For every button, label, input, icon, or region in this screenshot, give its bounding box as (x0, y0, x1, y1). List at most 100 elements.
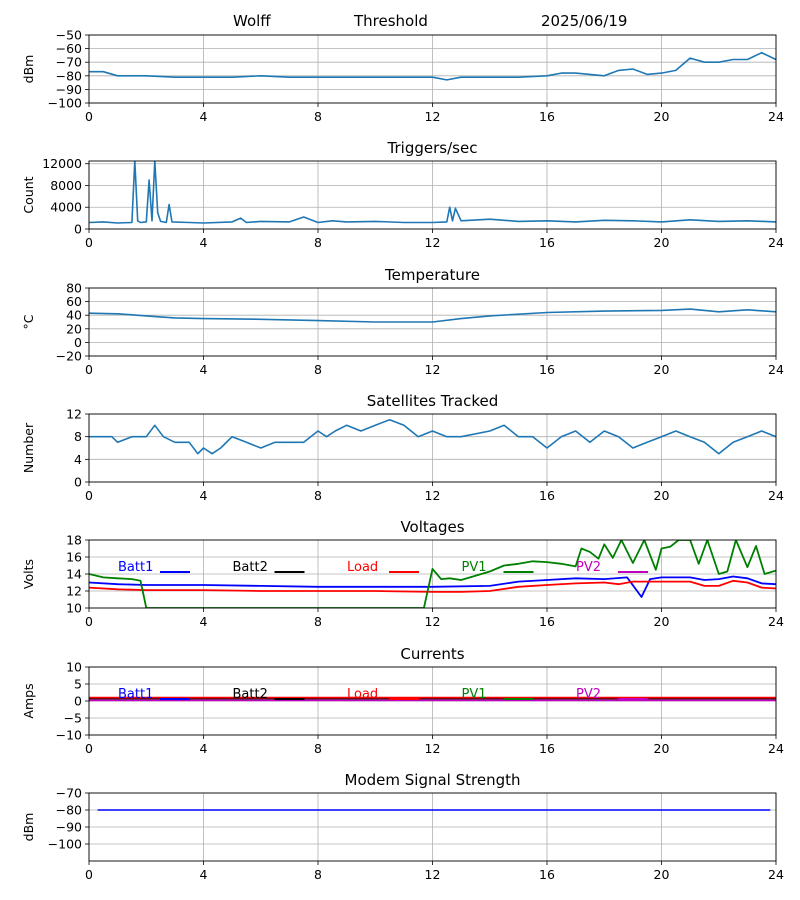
y-tick-label: 14 (66, 567, 82, 582)
x-tick-label: 8 (314, 488, 322, 503)
legend-label: PV2 (576, 560, 601, 575)
chart-panel-4: 0 4 8 12 16 20 24 0 4 8 12 Satellites Tracked Number (21, 392, 784, 503)
chart-title: Satellites Tracked (367, 392, 498, 410)
chart-panel-1: 0 4 8 12 16 20 24 −50−60−70−80−90−100 dBm (21, 28, 784, 125)
y-tick-label: −90 (56, 820, 82, 835)
x-tick-label: 16 (539, 488, 555, 503)
x-tick-label: 12 (425, 488, 441, 503)
legend-label: Batt2 (233, 687, 268, 702)
y-tick-label: −90 (56, 82, 82, 97)
x-tick-label: 4 (200, 235, 208, 250)
y-tick-label: 0 (74, 335, 82, 350)
y-axis-label: Count (21, 176, 36, 213)
y-tick-label: −70 (56, 786, 82, 801)
x-tick-label: 24 (768, 488, 784, 503)
x-tick-label: 0 (85, 109, 93, 124)
legend-label: Batt2 (233, 560, 268, 575)
chart-panel-2: 0 4 8 12 16 20 24 0 4000 8000 12000 Triggers/sec Cou… (21, 139, 784, 250)
x-tick-label: 20 (654, 235, 670, 250)
y-tick-label: −20 (56, 349, 82, 364)
y-tick-label: 80 (66, 281, 82, 296)
y-tick-label: 0 (74, 475, 82, 490)
chart-title: Triggers/sec (387, 139, 478, 157)
x-tick-label: 20 (654, 867, 670, 882)
x-tick-label: 16 (539, 109, 555, 124)
x-tick-label: 20 (654, 741, 670, 756)
x-tick-label: 20 (654, 488, 670, 503)
x-tick-label: 4 (200, 614, 208, 629)
x-tick-label: 16 (539, 235, 555, 250)
series-line (89, 418, 776, 455)
y-axis-label: dBm (21, 813, 36, 842)
legend-label: Batt1 (118, 560, 153, 575)
x-tick-label: 4 (200, 867, 208, 882)
y-tick-label: −100 (48, 837, 82, 852)
x-tick-label: 24 (768, 614, 784, 629)
chart-panel-5: 0 4 8 12 16 20 24 10 12 14 16 18 Voltages Volts Batt1 B… (21, 518, 784, 629)
x-tick-label: 0 (85, 235, 93, 250)
y-tick-label: 0 (74, 694, 82, 709)
legend-label: Load (347, 687, 378, 702)
y-tick-label: 12 (66, 407, 82, 422)
x-tick-label: 24 (768, 109, 784, 124)
series-line-pv1 (89, 540, 776, 608)
x-tick-label: 8 (314, 362, 322, 377)
y-tick-label: 40 (66, 308, 82, 323)
y-tick-label: 20 (66, 321, 82, 336)
x-tick-label: 4 (200, 109, 208, 124)
x-tick-label: 0 (85, 614, 93, 629)
y-tick-label: 0 (74, 222, 82, 237)
y-axis-label: Amps (21, 683, 36, 718)
y-tick-label: 10 (66, 660, 82, 675)
x-tick-label: 12 (425, 235, 441, 250)
x-tick-label: 24 (768, 867, 784, 882)
y-tick-label: 16 (66, 550, 82, 565)
y-tick-label: 18 (66, 533, 82, 548)
y-tick-label: 60 (66, 294, 82, 309)
y-tick-label: 8000 (50, 178, 82, 193)
x-tick-label: 16 (539, 867, 555, 882)
y-tick-label: −50 (56, 28, 82, 43)
chart-title: Temperature (384, 266, 480, 284)
series-line (89, 308, 776, 323)
x-tick-label: 20 (654, 109, 670, 124)
chart-title: Voltages (400, 518, 464, 536)
x-tick-label: 12 (425, 109, 441, 124)
y-tick-label: 8 (74, 429, 82, 444)
x-tick-label: 8 (314, 614, 322, 629)
x-tick-label: 20 (654, 362, 670, 377)
x-tick-label: 0 (85, 488, 93, 503)
y-tick-label: 12 (66, 584, 82, 599)
series-line (89, 51, 776, 81)
legend-label: PV1 (462, 687, 487, 702)
x-tick-label: 0 (85, 362, 93, 377)
header-mode: Threshold (354, 12, 428, 30)
header-date: 2025/06/19 (541, 12, 628, 30)
series-line-batt1 (89, 575, 776, 598)
y-tick-label: −60 (56, 41, 82, 56)
chart-title: Currents (400, 645, 464, 663)
legend-label: Load (347, 560, 378, 575)
x-tick-label: 12 (425, 362, 441, 377)
y-axis-label: Number (21, 422, 36, 473)
y-axis-label: °C (21, 314, 36, 329)
x-tick-label: 4 (200, 488, 208, 503)
x-tick-label: 8 (314, 741, 322, 756)
y-tick-label: 5 (74, 677, 82, 692)
x-tick-label: 4 (200, 362, 208, 377)
x-tick-label: 24 (768, 741, 784, 756)
y-tick-label: −80 (56, 803, 82, 818)
x-tick-label: 8 (314, 235, 322, 250)
x-tick-label: 8 (314, 109, 322, 124)
x-tick-label: 20 (654, 614, 670, 629)
x-tick-label: 12 (425, 741, 441, 756)
legend-label: PV2 (576, 687, 601, 702)
legend-label: PV1 (462, 560, 487, 575)
x-tick-label: 24 (768, 235, 784, 250)
y-tick-label: 12000 (42, 156, 82, 171)
series-line-load (89, 579, 776, 593)
x-tick-label: 16 (539, 741, 555, 756)
x-tick-label: 4 (200, 741, 208, 756)
x-tick-label: 0 (85, 867, 93, 882)
